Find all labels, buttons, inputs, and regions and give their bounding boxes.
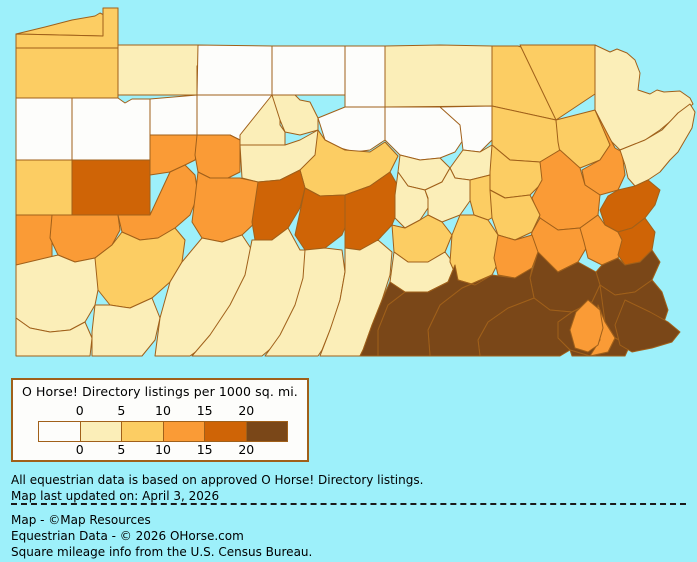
county-adams[interactable] — [359, 281, 406, 357]
county-potter[interactable] — [271, 45, 346, 96]
county-mercer[interactable] — [15, 97, 73, 161]
legend-ticks-bottom: 0 5 10 15 20 — [38, 442, 288, 458]
legend-swatch-0 — [39, 422, 81, 441]
footer-divider — [11, 503, 686, 505]
footer: All equestrian data is based on approved… — [0, 468, 697, 562]
county-forest[interactable] — [149, 94, 198, 136]
county-pike[interactable] — [619, 103, 696, 187]
county-wayne[interactable] — [594, 44, 694, 151]
legend-tick-top-4: 20 — [238, 403, 255, 418]
county-se-mass[interactable] — [614, 299, 681, 353]
county-crawford[interactable] — [15, 47, 119, 99]
county-tioga[interactable] — [344, 45, 386, 108]
county-cambria[interactable] — [251, 169, 306, 241]
footer-credit-census: Square mileage info from the U.S. Census… — [11, 545, 313, 559]
legend-ticks-top: 0 5 10 15 20 — [38, 403, 288, 419]
legend-tick-top-1: 5 — [117, 403, 126, 418]
legend-tick-bottom-2: 10 — [155, 442, 171, 457]
county-venango[interactable] — [71, 97, 151, 161]
county-jefferson[interactable] — [194, 134, 241, 179]
legend-tick-top-3: 15 — [196, 403, 213, 418]
legend-swatch-3 — [163, 422, 205, 441]
legend-swatch-1 — [80, 422, 122, 441]
map-svg — [15, 7, 696, 357]
county-washington[interactable] — [15, 254, 101, 333]
footer-note-data-source: All equestrian data is based on approved… — [11, 473, 424, 487]
footer-credit-map: Map - ©Map Resources — [11, 513, 151, 527]
county-butler[interactable] — [71, 159, 151, 216]
county-philadelphia-city[interactable] — [569, 299, 604, 353]
legend-swatch-5 — [246, 422, 287, 441]
county-bradford[interactable] — [384, 44, 493, 108]
county-york[interactable] — [377, 264, 493, 357]
county-greene[interactable] — [15, 317, 93, 357]
county-clarion[interactable] — [149, 134, 201, 176]
legend-color-bar — [38, 421, 288, 442]
county-lawrence[interactable] — [15, 159, 73, 216]
legend-panel: O Horse! Directory listings per 1000 sq.… — [11, 378, 309, 462]
legend-tick-bottom-0: 0 — [75, 442, 84, 457]
pennsylvania-choropleth-map — [15, 7, 696, 357]
county-mckean[interactable] — [196, 44, 273, 96]
footer-note-last-updated: Map last updated on: April 3, 2026 — [11, 489, 220, 503]
legend-tick-bottom-4: 20 — [238, 442, 255, 457]
legend-tick-bottom-3: 15 — [196, 442, 213, 457]
legend-swatch-2 — [122, 422, 164, 441]
legend-tick-top-0: 0 — [75, 403, 84, 418]
legend-swatch-4 — [205, 422, 247, 441]
footer-credit-data: Equestrian Data - © 2026 OHorse.com — [11, 529, 244, 543]
county-blair[interactable] — [294, 187, 351, 251]
county-elk-east[interactable] — [271, 94, 319, 136]
legend-title: O Horse! Directory listings per 1000 sq.… — [22, 384, 298, 399]
county-fayette[interactable] — [91, 297, 161, 357]
legend-tick-top-2: 10 — [155, 403, 171, 418]
county-warren[interactable] — [117, 44, 200, 96]
legend-tick-bottom-1: 5 — [117, 442, 126, 457]
